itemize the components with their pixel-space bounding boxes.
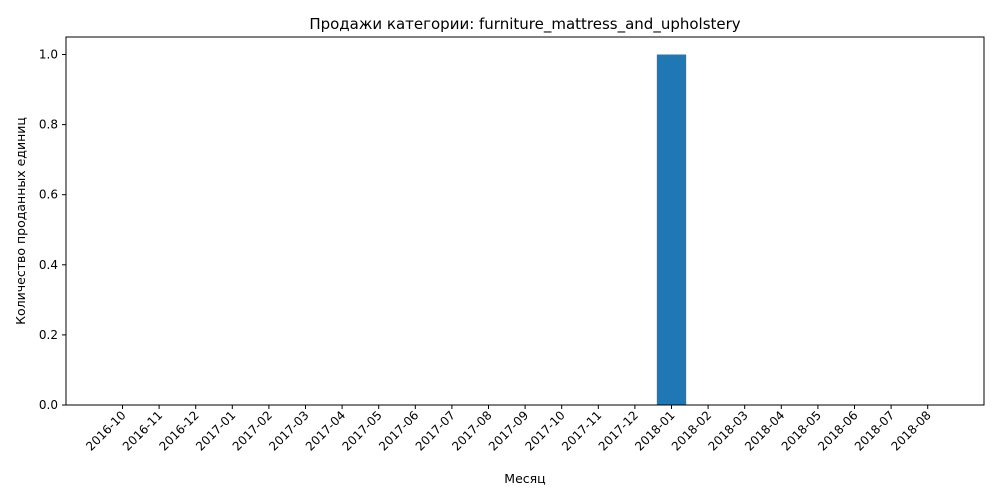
- x-tick-label: 2018-08: [888, 408, 933, 453]
- x-axis-ticks: 2016-102016-112016-122017-012017-022017-…: [83, 405, 934, 454]
- y-tick-label: 1.0: [39, 48, 58, 62]
- y-tick-label: 0.0: [39, 398, 58, 412]
- bar-2018-01: [656, 54, 687, 406]
- y-axis-ticks: 0.0 0.2 0.4 0.6 0.8 1.0: [39, 48, 66, 412]
- bars-group: [656, 54, 687, 406]
- chart-title: Продажи категории: furniture_mattress_an…: [309, 15, 740, 34]
- y-tick-label: 0.4: [39, 258, 58, 272]
- y-axis-label: Количество проданных единиц: [13, 117, 28, 325]
- y-tick-label: 0.8: [39, 118, 58, 132]
- x-axis-label: Месяц: [504, 471, 545, 486]
- y-tick-label: 0.2: [39, 328, 58, 342]
- y-tick-label: 0.6: [39, 188, 58, 202]
- plot-frame: [65, 36, 985, 406]
